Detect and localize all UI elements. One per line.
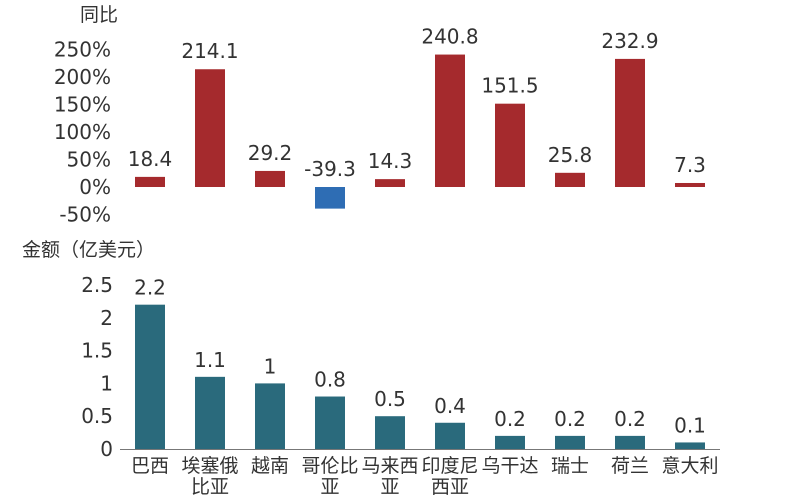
top-data-label: 14.3 [368, 149, 413, 173]
top-y-tick-label: 50% [67, 148, 111, 172]
bottom-chart-axis-title: 金额（亿美元） [22, 239, 155, 261]
bottom-chart-data-labels: 2.2 1.1 1 0.8 0.5 0.4 0.2 0.2 0.2 0.1 [134, 276, 706, 438]
bottom-bar [495, 435, 525, 449]
top-data-label: 7.3 [674, 153, 706, 177]
bottom-category-label: 马来西 [361, 455, 418, 477]
bottom-bar [435, 422, 465, 449]
bottom-data-label: 0.4 [434, 394, 466, 418]
bottom-bar [555, 435, 585, 449]
top-data-label: 25.8 [548, 143, 593, 167]
top-data-label: 18.4 [128, 147, 173, 171]
top-data-label: 29.2 [248, 141, 293, 165]
bottom-category-label: 哥伦比 [301, 455, 358, 477]
bottom-y-tick-label: 2 [100, 306, 113, 330]
bottom-bar [195, 376, 225, 449]
bottom-category-label: 亚 [320, 476, 339, 498]
bottom-category-label: 比亚 [191, 476, 229, 498]
bottom-category-label: 印度尼 [421, 455, 478, 477]
top-y-tick-label: 250% [54, 38, 111, 62]
bottom-category-label: 越南 [251, 455, 289, 477]
top-chart-y-ticks: -50% 0% 50% 100% 150% 200% 250% [54, 38, 111, 227]
bottom-y-tick-label: 0 [100, 437, 113, 461]
top-data-label: 151.5 [481, 74, 538, 98]
top-chart-axis-title: 同比 [80, 4, 118, 26]
top-data-label: 214.1 [181, 39, 238, 63]
top-bar [435, 54, 465, 188]
bottom-data-label: 0.5 [374, 387, 406, 411]
bottom-data-label: 1 [264, 354, 277, 378]
top-chart-data-labels: 18.4 214.1 29.2 -39.3 14.3 240.8 151.5 25.8 232.… [128, 25, 706, 181]
bottom-bar [675, 442, 705, 449]
bottom-bar [375, 416, 405, 449]
top-bar [375, 179, 405, 187]
top-y-tick-label: 0% [79, 175, 111, 199]
top-bar [495, 103, 525, 187]
top-bar [195, 69, 225, 187]
bottom-data-label: 0.2 [554, 407, 586, 431]
top-y-tick-label: 100% [54, 120, 111, 144]
top-bar [255, 170, 285, 187]
bottom-data-label: 0.8 [314, 368, 346, 392]
top-y-tick-label: 150% [54, 93, 111, 117]
bottom-y-tick-label: 0.5 [81, 404, 113, 428]
bottom-category-label: 瑞士 [551, 455, 589, 477]
bottom-data-label: 0.2 [614, 407, 646, 431]
bottom-data-label: 0.1 [674, 413, 706, 437]
bottom-category-label: 亚 [380, 476, 399, 498]
top-bar [675, 182, 705, 187]
bottom-category-label: 荷兰 [611, 455, 649, 477]
bottom-category-label: 巴西 [131, 455, 169, 477]
bottom-category-label: 意大利 [661, 455, 718, 477]
bottom-data-label: 2.2 [134, 276, 166, 300]
bottom-data-label: 0.2 [494, 407, 526, 431]
bottom-bar [615, 435, 645, 449]
top-bar [135, 176, 165, 187]
top-data-label: 240.8 [421, 25, 478, 49]
bottom-y-tick-label: 1.5 [81, 339, 113, 363]
top-bar [315, 187, 345, 209]
top-bar [615, 58, 645, 187]
top-data-label: -39.3 [304, 157, 356, 181]
top-data-label: 232.9 [601, 29, 658, 53]
bottom-bar [315, 396, 345, 449]
top-bar [555, 172, 585, 187]
bottom-data-label: 1.1 [194, 348, 226, 372]
bottom-bar [255, 383, 285, 449]
top-y-tick-label: -50% [59, 203, 111, 227]
bottom-chart-y-ticks: 0 0.5 1 1.5 2 2.5 [81, 273, 113, 461]
bottom-category-label: 西亚 [431, 476, 469, 498]
bottom-category-label: 乌干达 [481, 455, 538, 477]
bottom-y-tick-label: 2.5 [81, 273, 113, 297]
bottom-y-tick-label: 1 [100, 371, 113, 395]
top-chart-bars [135, 54, 705, 209]
bottom-chart-bars [120, 304, 720, 450]
bottom-category-label: 埃塞俄 [181, 455, 238, 477]
bottom-bar [135, 304, 165, 449]
top-y-tick-label: 200% [54, 65, 111, 89]
